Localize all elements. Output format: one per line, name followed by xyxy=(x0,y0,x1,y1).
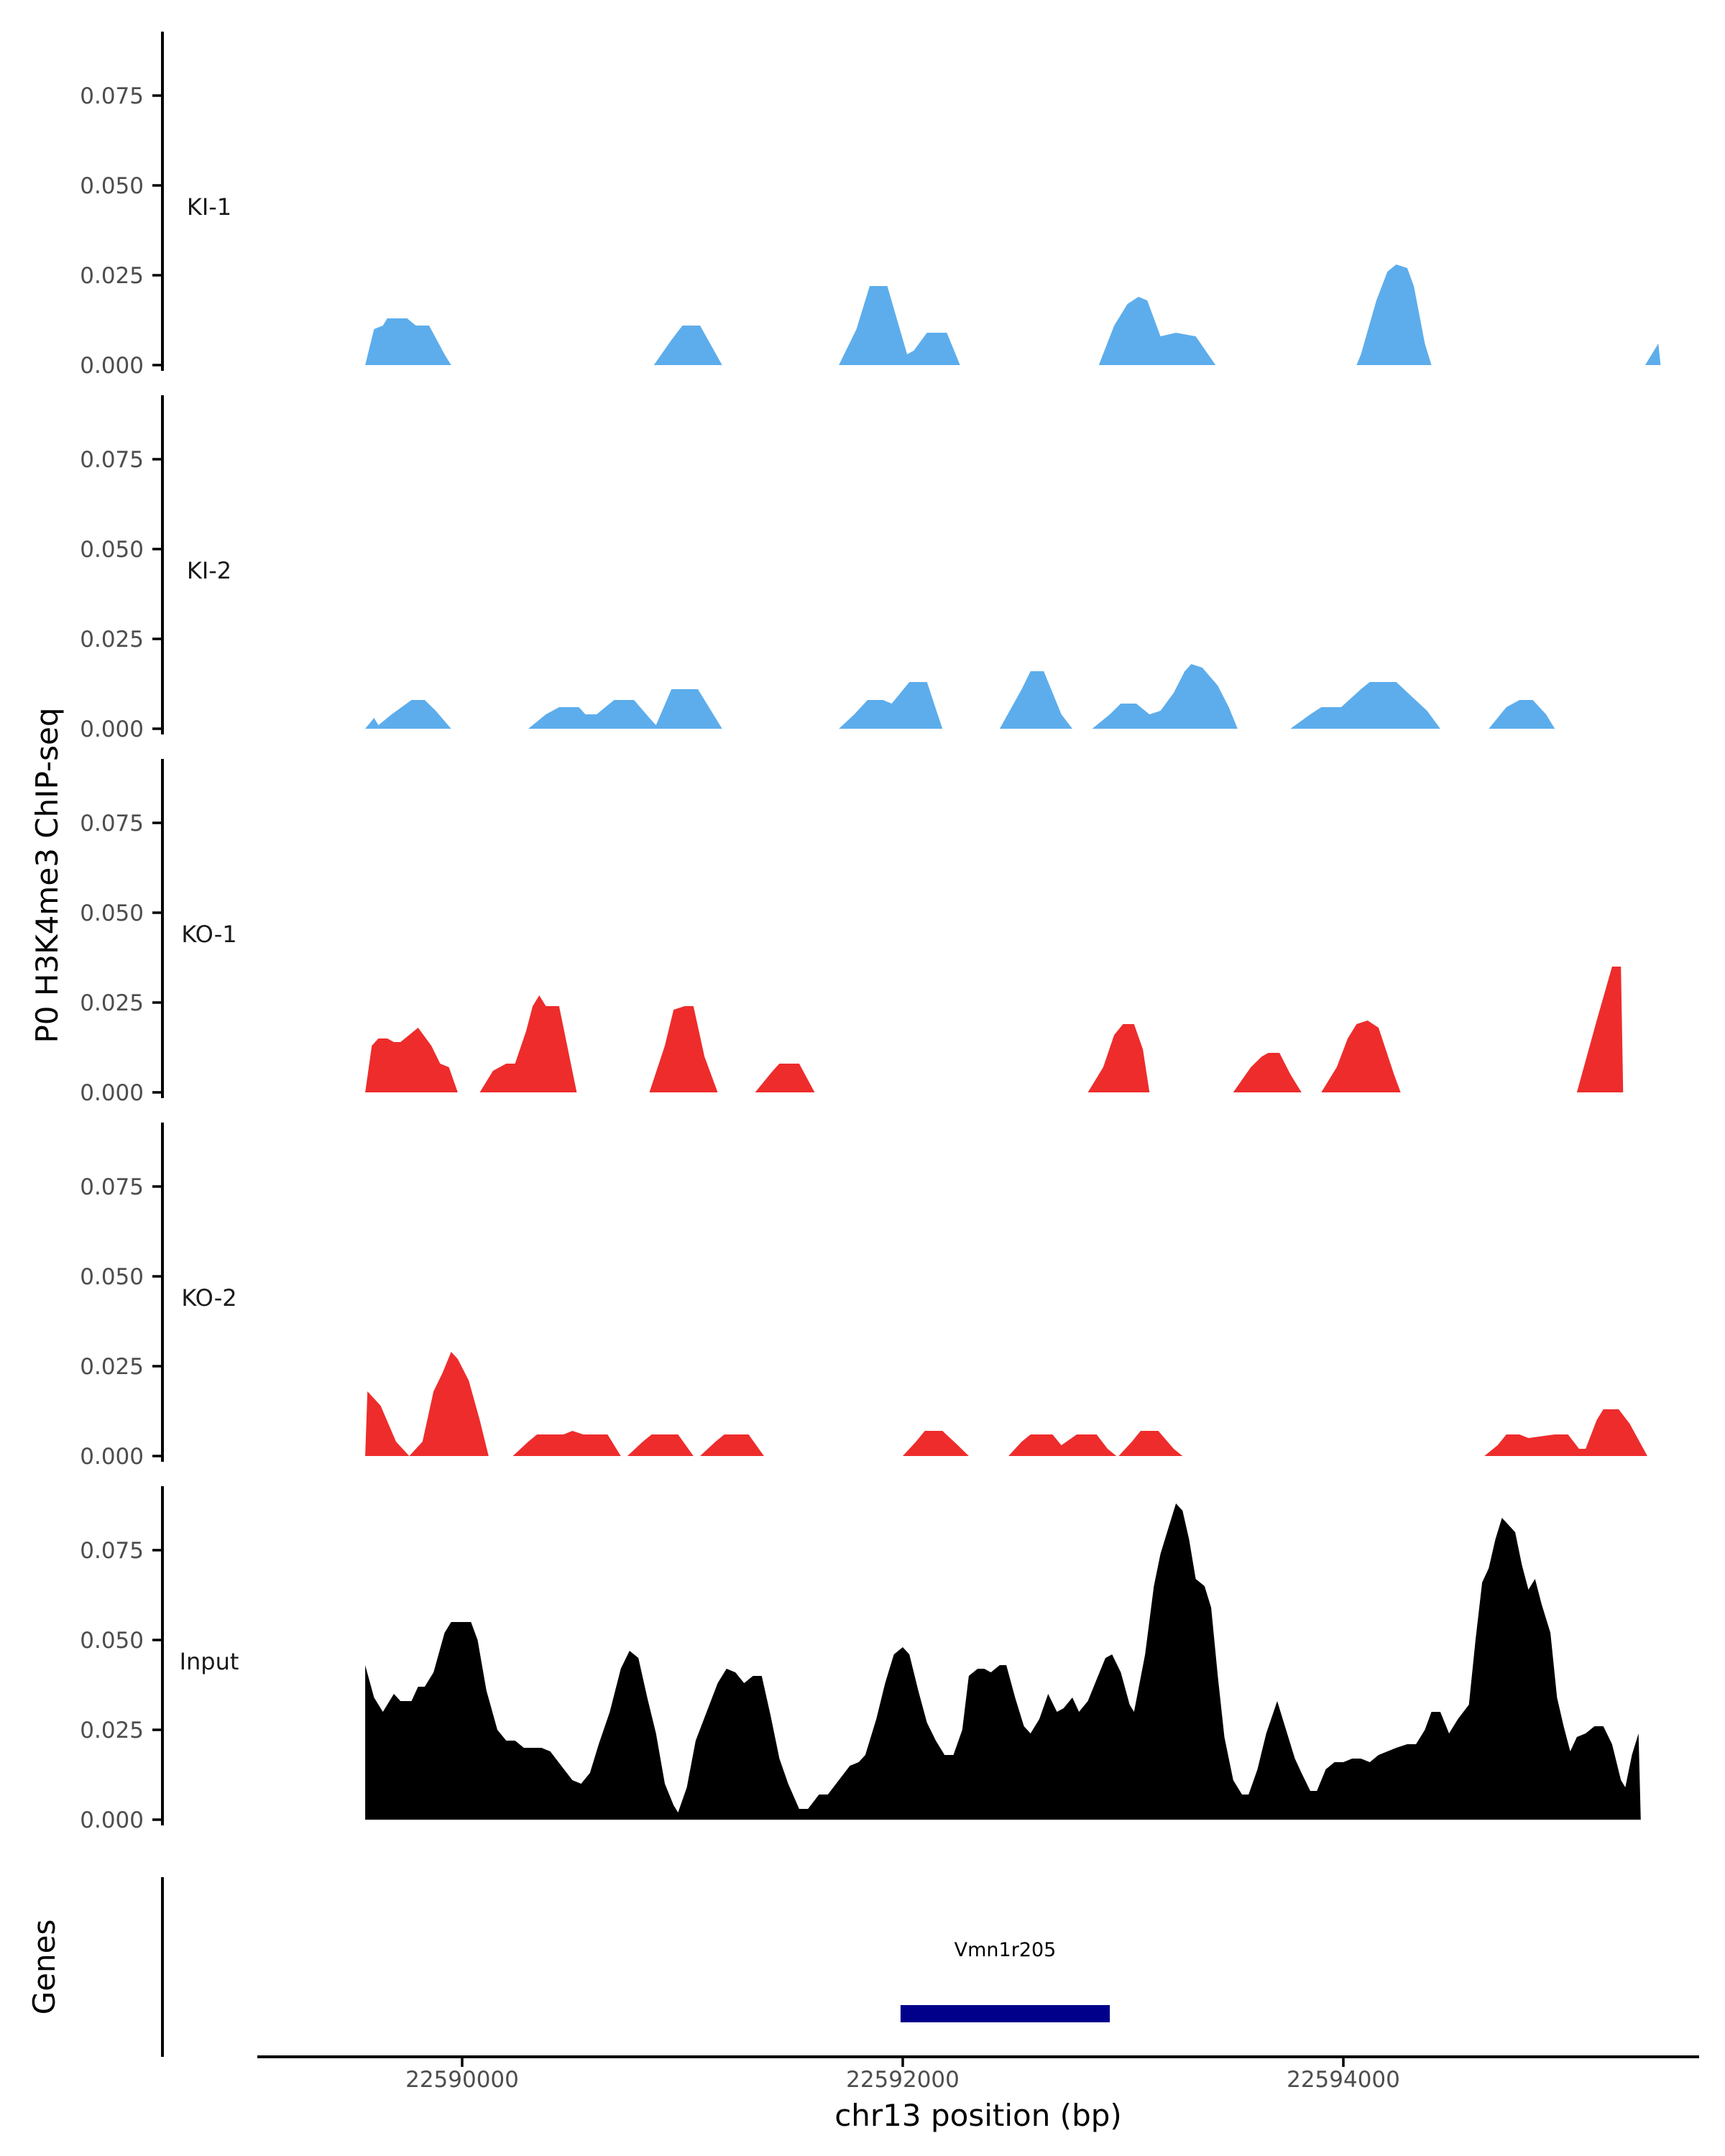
track-input: 0.000 0.025 0.050 0.075 Input xyxy=(80,1486,1641,1833)
y-tick-label: 0.025 xyxy=(80,1354,144,1380)
signal-area-ki-2 xyxy=(365,664,1555,729)
y-tick-label: 0.000 xyxy=(80,1807,144,1833)
y-tick-label: 0.000 xyxy=(80,1080,144,1106)
track-ki-1: 0.000 0.025 0.050 0.075 KI-1 xyxy=(80,32,1661,379)
y-tick-label: 0.050 xyxy=(80,1264,144,1290)
track-ki-2: 0.000 0.025 0.050 0.075 KI-2 xyxy=(80,395,1555,742)
y-tick-label: 0.075 xyxy=(80,1538,144,1564)
y-tick-label: 0.075 xyxy=(80,83,144,109)
track-ko-2: 0.000 0.025 0.050 0.075 KO-2 xyxy=(80,1123,1648,1470)
y-tick-label: 0.075 xyxy=(80,447,144,473)
signal-area-input xyxy=(365,1503,1641,1820)
y-axis-title: P0 H3K4me3 ChIP-seq xyxy=(29,707,65,1043)
gene-items: Vmn1r205 xyxy=(900,1939,1110,2022)
y-tick-label: 0.025 xyxy=(80,1718,144,1743)
track-label: Input xyxy=(180,1648,239,1675)
y-tick-label: 0.025 xyxy=(80,263,144,289)
x-tick-label: 22594000 xyxy=(1287,2067,1400,2093)
track-label: KO-1 xyxy=(181,921,236,948)
genes-panel: Genes Vmn1r205 xyxy=(27,1877,1110,2057)
y-tick-label: 0.000 xyxy=(80,353,144,379)
y-tick-label: 0.050 xyxy=(80,173,144,199)
gene-label: Vmn1r205 xyxy=(954,1939,1057,1961)
track-ko-1: 0.000 0.025 0.050 0.075 KO-1 xyxy=(80,759,1624,1106)
y-tick-label: 0.025 xyxy=(80,627,144,653)
x-axis: 22590000 22592000 22594000 chr13 position … xyxy=(257,2055,1699,2133)
y-tick-label: 0.075 xyxy=(80,811,144,837)
gene-bar xyxy=(900,2005,1110,2022)
y-tick-label: 0.050 xyxy=(80,537,144,563)
x-ticks: 22590000 22592000 22594000 xyxy=(405,2057,1400,2093)
signal-area-ko-1 xyxy=(365,967,1624,1092)
signal-area-ko-2 xyxy=(365,1352,1648,1456)
signal-area-ki-1 xyxy=(365,264,1661,365)
genes-title: Genes xyxy=(27,1920,62,2015)
x-tick-label: 22590000 xyxy=(405,2067,519,2093)
y-tick-label: 0.050 xyxy=(80,1628,144,1654)
x-axis-title: chr13 position (bp) xyxy=(834,2098,1122,2133)
y-tick-label: 0.025 xyxy=(80,990,144,1016)
track-label: KI-2 xyxy=(187,557,231,584)
track-label: KO-2 xyxy=(181,1284,236,1312)
y-tick-label: 0.000 xyxy=(80,1444,144,1470)
track-panels: 0.0000.0250.0500.075KI-10.0000.0250.0500… xyxy=(80,32,1661,1833)
y-tick-label: 0.050 xyxy=(80,900,144,926)
track-label: KI-1 xyxy=(187,193,231,221)
y-tick-label: 0.075 xyxy=(80,1174,144,1200)
y-tick-label: 0.000 xyxy=(80,717,144,742)
x-tick-label: 22592000 xyxy=(846,2067,960,2093)
